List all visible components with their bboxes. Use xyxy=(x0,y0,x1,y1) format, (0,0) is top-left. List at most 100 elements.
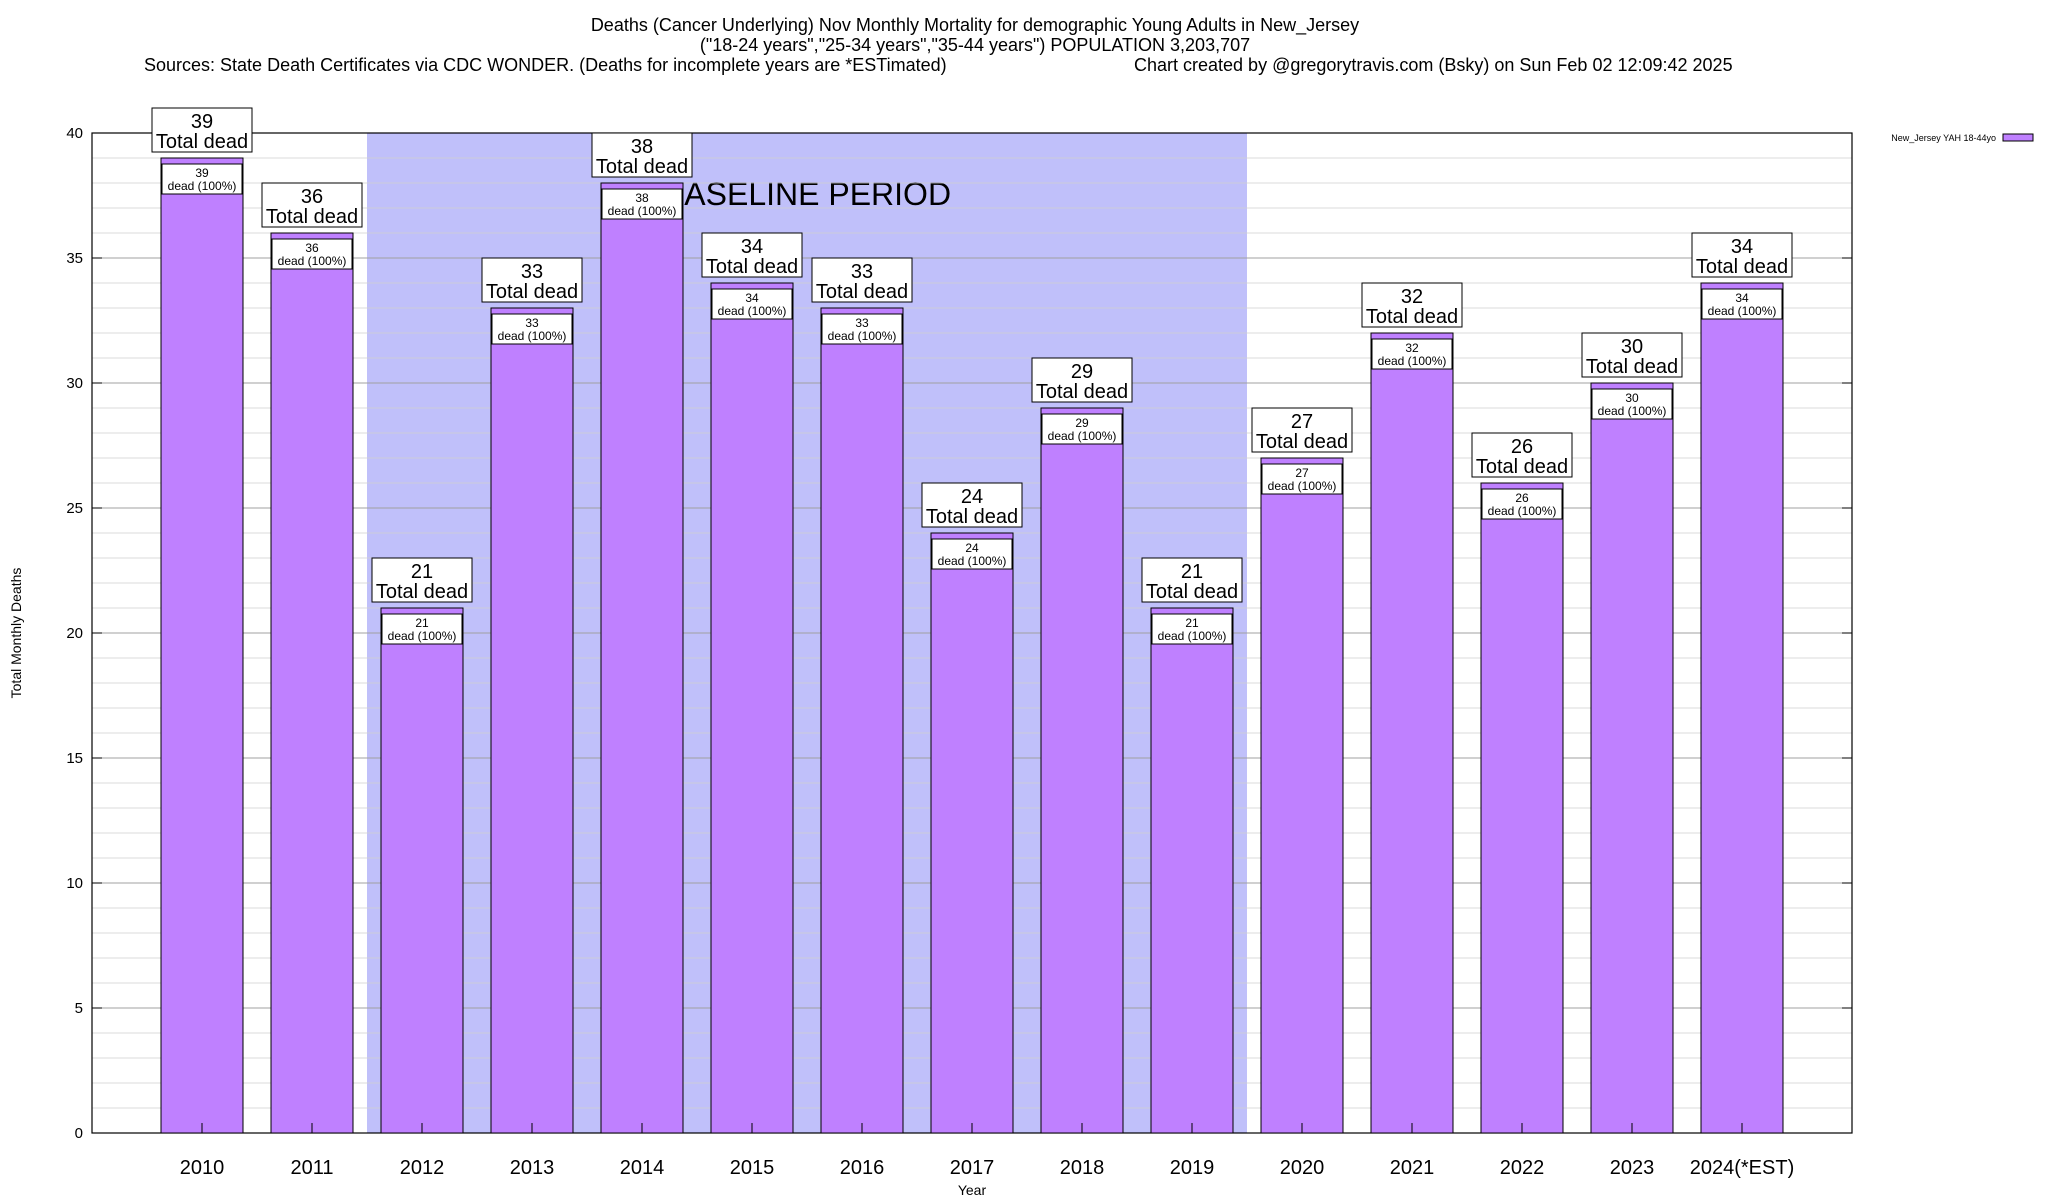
bar xyxy=(160,157,244,1134)
bar xyxy=(380,607,464,1134)
y-tick-label: 25 xyxy=(66,500,83,517)
bar-inner-label-box xyxy=(601,188,683,220)
bar-inner-text: dead (100%) xyxy=(1268,479,1337,493)
bar-inner-value: 34 xyxy=(745,291,759,305)
bar-total-value: 27 xyxy=(1291,411,1313,433)
bar-total-label-box xyxy=(1141,557,1243,603)
x-tick-label: 2010 xyxy=(180,1157,225,1179)
bar-total-label-box xyxy=(481,257,583,303)
bar-total-value: 29 xyxy=(1071,361,1093,383)
bar-inner-value: 21 xyxy=(415,616,429,630)
bar-total-text: Total dead xyxy=(1256,431,1348,453)
bar-total-text: Total dead xyxy=(1586,356,1678,378)
bar-inner-value: 36 xyxy=(305,241,319,255)
bar-total-value: 21 xyxy=(1181,561,1203,583)
chart-credit: Chart created by @gregorytravis.com (Bsk… xyxy=(1134,55,1733,75)
bar-inner-value: 34 xyxy=(1735,291,1749,305)
y-tick-label: 35 xyxy=(66,250,83,267)
bar-inner-label-box xyxy=(821,313,903,345)
bar-total-text: Total dead xyxy=(1476,456,1568,478)
bar-inner-label-box xyxy=(1261,463,1343,495)
bar-inner-label-box xyxy=(1591,388,1673,420)
bar xyxy=(490,307,574,1134)
bar-inner-label-box xyxy=(1701,288,1783,320)
bar-total-text: Total dead xyxy=(1696,256,1788,278)
bar-inner-text: dead (100%) xyxy=(1488,504,1557,518)
bar-total-value: 39 xyxy=(191,111,213,133)
x-tick-label: 2024(*EST) xyxy=(1690,1157,1795,1179)
bar-inner-value: 30 xyxy=(1625,391,1639,405)
bar-total-value: 21 xyxy=(411,561,433,583)
bar-total-label-box xyxy=(701,232,803,278)
bar-inner-value: 33 xyxy=(525,316,539,330)
bar xyxy=(1150,607,1234,1134)
bar-total-text: Total dead xyxy=(816,281,908,303)
bar-total-value: 36 xyxy=(301,186,323,208)
bar-total-text: Total dead xyxy=(376,581,468,603)
bar-inner-label-box xyxy=(271,238,353,270)
bar-inner-value: 29 xyxy=(1075,416,1089,430)
bar-inner-label-box xyxy=(1371,338,1453,370)
bar-inner-text: dead (100%) xyxy=(828,329,897,343)
bar-total-label-box xyxy=(591,132,693,178)
bar-inner-value: 24 xyxy=(965,541,979,555)
x-tick-label: 2018 xyxy=(1060,1157,1105,1179)
chart-title: Deaths (Cancer Underlying) Nov Monthly M… xyxy=(591,15,1359,36)
x-tick-label: 2023 xyxy=(1610,1157,1655,1179)
bar-inner-value: 32 xyxy=(1405,341,1419,355)
bar-total-value: 33 xyxy=(521,261,543,283)
bar-total-label-box xyxy=(811,257,913,303)
y-axis-label: Total Monthly Deaths xyxy=(8,568,24,699)
x-tick-label: 2019 xyxy=(1170,1157,1215,1179)
bar-total-label-box xyxy=(151,107,253,153)
bar-inner-text: dead (100%) xyxy=(388,629,457,643)
bar-total-text: Total dead xyxy=(596,156,688,178)
bar xyxy=(270,232,354,1134)
chart-sources: Sources: State Death Certificates via CD… xyxy=(144,55,947,75)
bar-total-text: Total dead xyxy=(486,281,578,303)
bar-total-value: 34 xyxy=(741,236,763,258)
bar-total-text: Total dead xyxy=(706,256,798,278)
x-axis-label: Year xyxy=(958,1182,987,1198)
bar-inner-text: dead (100%) xyxy=(718,304,787,318)
x-tick-label: 2022 xyxy=(1500,1157,1545,1179)
bar-inner-value: 38 xyxy=(635,191,649,205)
x-tick-label: 2014 xyxy=(620,1157,665,1179)
bar-inner-label-box xyxy=(161,163,243,195)
bar-inner-text: dead (100%) xyxy=(608,204,677,218)
x-tick-label: 2011 xyxy=(290,1157,333,1179)
bar-total-text: Total dead xyxy=(1146,581,1238,603)
y-axis: 0 5 10 15 20 25 30 35 40 xyxy=(66,125,1852,1142)
bar xyxy=(1260,457,1344,1134)
bar-inner-label-box xyxy=(1481,488,1563,520)
bar-inner-text: dead (100%) xyxy=(168,179,237,193)
bar-inner-text: dead (100%) xyxy=(1708,304,1777,318)
bar-total-text: Total dead xyxy=(266,206,358,228)
x-axis: 2010 2011 2012 2013 2014 2015 2016 2017 2018 2019… xyxy=(180,1123,1795,1179)
bar-inner-value: 33 xyxy=(855,316,869,330)
bar-total-label-box xyxy=(1581,332,1683,378)
bar-inner-label-box xyxy=(491,313,573,345)
legend-label: New_Jersey YAH 18-44yo xyxy=(1891,133,1996,143)
